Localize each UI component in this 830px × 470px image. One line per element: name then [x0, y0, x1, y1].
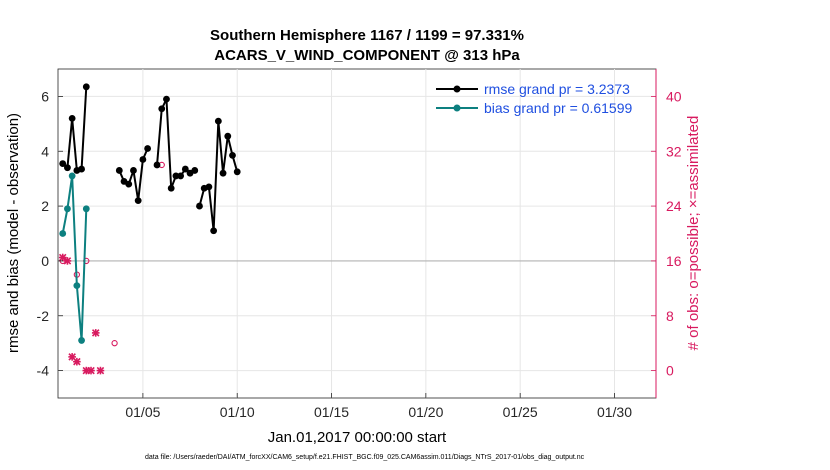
y-axis-right: 0 8 16 24 32 40 — [651, 69, 682, 398]
rmse-point — [181, 165, 189, 173]
bias-point — [78, 337, 85, 344]
bias-point — [64, 205, 71, 213]
rmse-point — [196, 202, 203, 210]
footnote: data file: /Users/raeder/DAI/ATM_forcXX/… — [145, 454, 585, 461]
rmse-point — [167, 184, 175, 192]
rmse-point — [115, 167, 123, 174]
legend: rmse grand pr = 3.2373 bias grand pr = 0… — [436, 81, 632, 116]
obs-assimilated-marker — [96, 366, 105, 375]
bias-series — [59, 172, 90, 344]
y2-tick-label: 24 — [666, 198, 682, 214]
plot-frame — [57, 68, 657, 399]
rmse-point — [177, 172, 185, 180]
obs-possible-marker — [111, 340, 118, 347]
y2-tick-label: 8 — [666, 308, 674, 324]
y-tick-label: 6 — [41, 88, 49, 104]
legend-bias-marker — [453, 104, 461, 112]
rmse-point — [191, 167, 199, 174]
rmse-point — [205, 183, 213, 191]
y2-tick-label: 32 — [666, 143, 682, 159]
x-tick-label: 01/20 — [408, 404, 443, 420]
bias-point — [82, 205, 90, 213]
rmse-point — [125, 180, 133, 188]
bias-point — [68, 172, 76, 180]
rmse-point — [158, 105, 166, 113]
obs-count-series — [58, 161, 165, 375]
y-tick-label: 0 — [41, 253, 49, 269]
obs-assimilated-marker — [73, 357, 81, 366]
x-axis: 01/05 01/10 01/15 01/20 01/25 01/30 — [125, 393, 632, 420]
rmse-point — [82, 83, 90, 91]
y-axis-left: -4 -2 0 2 4 6 — [37, 88, 63, 379]
x-tick-label: 01/30 — [597, 404, 632, 420]
y2-tick-label: 16 — [666, 253, 682, 269]
x-tick-label: 01/10 — [220, 404, 255, 420]
rmse-point — [224, 132, 232, 140]
x-tick-label: 01/05 — [125, 404, 160, 420]
rmse-point — [153, 161, 161, 169]
legend-rmse-marker — [453, 85, 461, 93]
rmse-point — [233, 168, 241, 176]
bias-point — [59, 230, 67, 237]
rmse-point — [144, 145, 152, 152]
rmse-point — [139, 156, 147, 163]
chart-title: Southern Hemisphere 1167 / 1199 = 97.331… — [210, 27, 524, 44]
chart-subtitle: ACARS_V_WIND_COMPONENT @ 313 hPa — [214, 47, 520, 64]
rmse-point — [219, 169, 227, 177]
rmse-point — [134, 197, 142, 205]
x-tick-label: 01/25 — [503, 404, 538, 420]
rmse-point — [68, 114, 76, 122]
y2-tick-label: 0 — [666, 363, 674, 379]
rmse-point — [64, 164, 71, 172]
legend-bias-label: bias grand pr = 0.61599 — [484, 100, 632, 116]
rmse-point — [229, 151, 236, 159]
rmse-point — [163, 95, 170, 103]
y-tick-label: -2 — [37, 308, 50, 324]
rmse-point — [210, 227, 218, 235]
legend-rmse-label: rmse grand pr = 3.2373 — [484, 81, 630, 97]
rmse-point — [172, 172, 180, 180]
rmse-point — [59, 160, 67, 167]
x-tick-label: 01/15 — [314, 404, 349, 420]
rmse-point — [130, 167, 137, 174]
y-tick-label: 2 — [41, 198, 49, 214]
rmse-point — [78, 165, 85, 173]
rmse-point — [214, 117, 222, 125]
x-axis-label: Jan.01,2017 00:00:00 start — [268, 429, 447, 446]
obs-assimilated-marker — [87, 366, 95, 375]
y-tick-label: 4 — [41, 143, 49, 159]
obs-assimilated-marker — [58, 253, 67, 262]
obs-assimilated-marker — [63, 257, 72, 265]
rmse-series — [59, 83, 241, 235]
y-axis-label: rmse and bias (model - observation) — [5, 113, 22, 353]
bias-line — [61, 174, 88, 342]
y-tick-label: -4 — [37, 363, 50, 379]
y2-axis-label: # of obs: o=possible; ×=assimilated — [685, 116, 702, 351]
obs-assimilated-marker — [91, 329, 100, 337]
bias-point — [73, 282, 81, 289]
y2-tick-label: 40 — [666, 88, 682, 104]
